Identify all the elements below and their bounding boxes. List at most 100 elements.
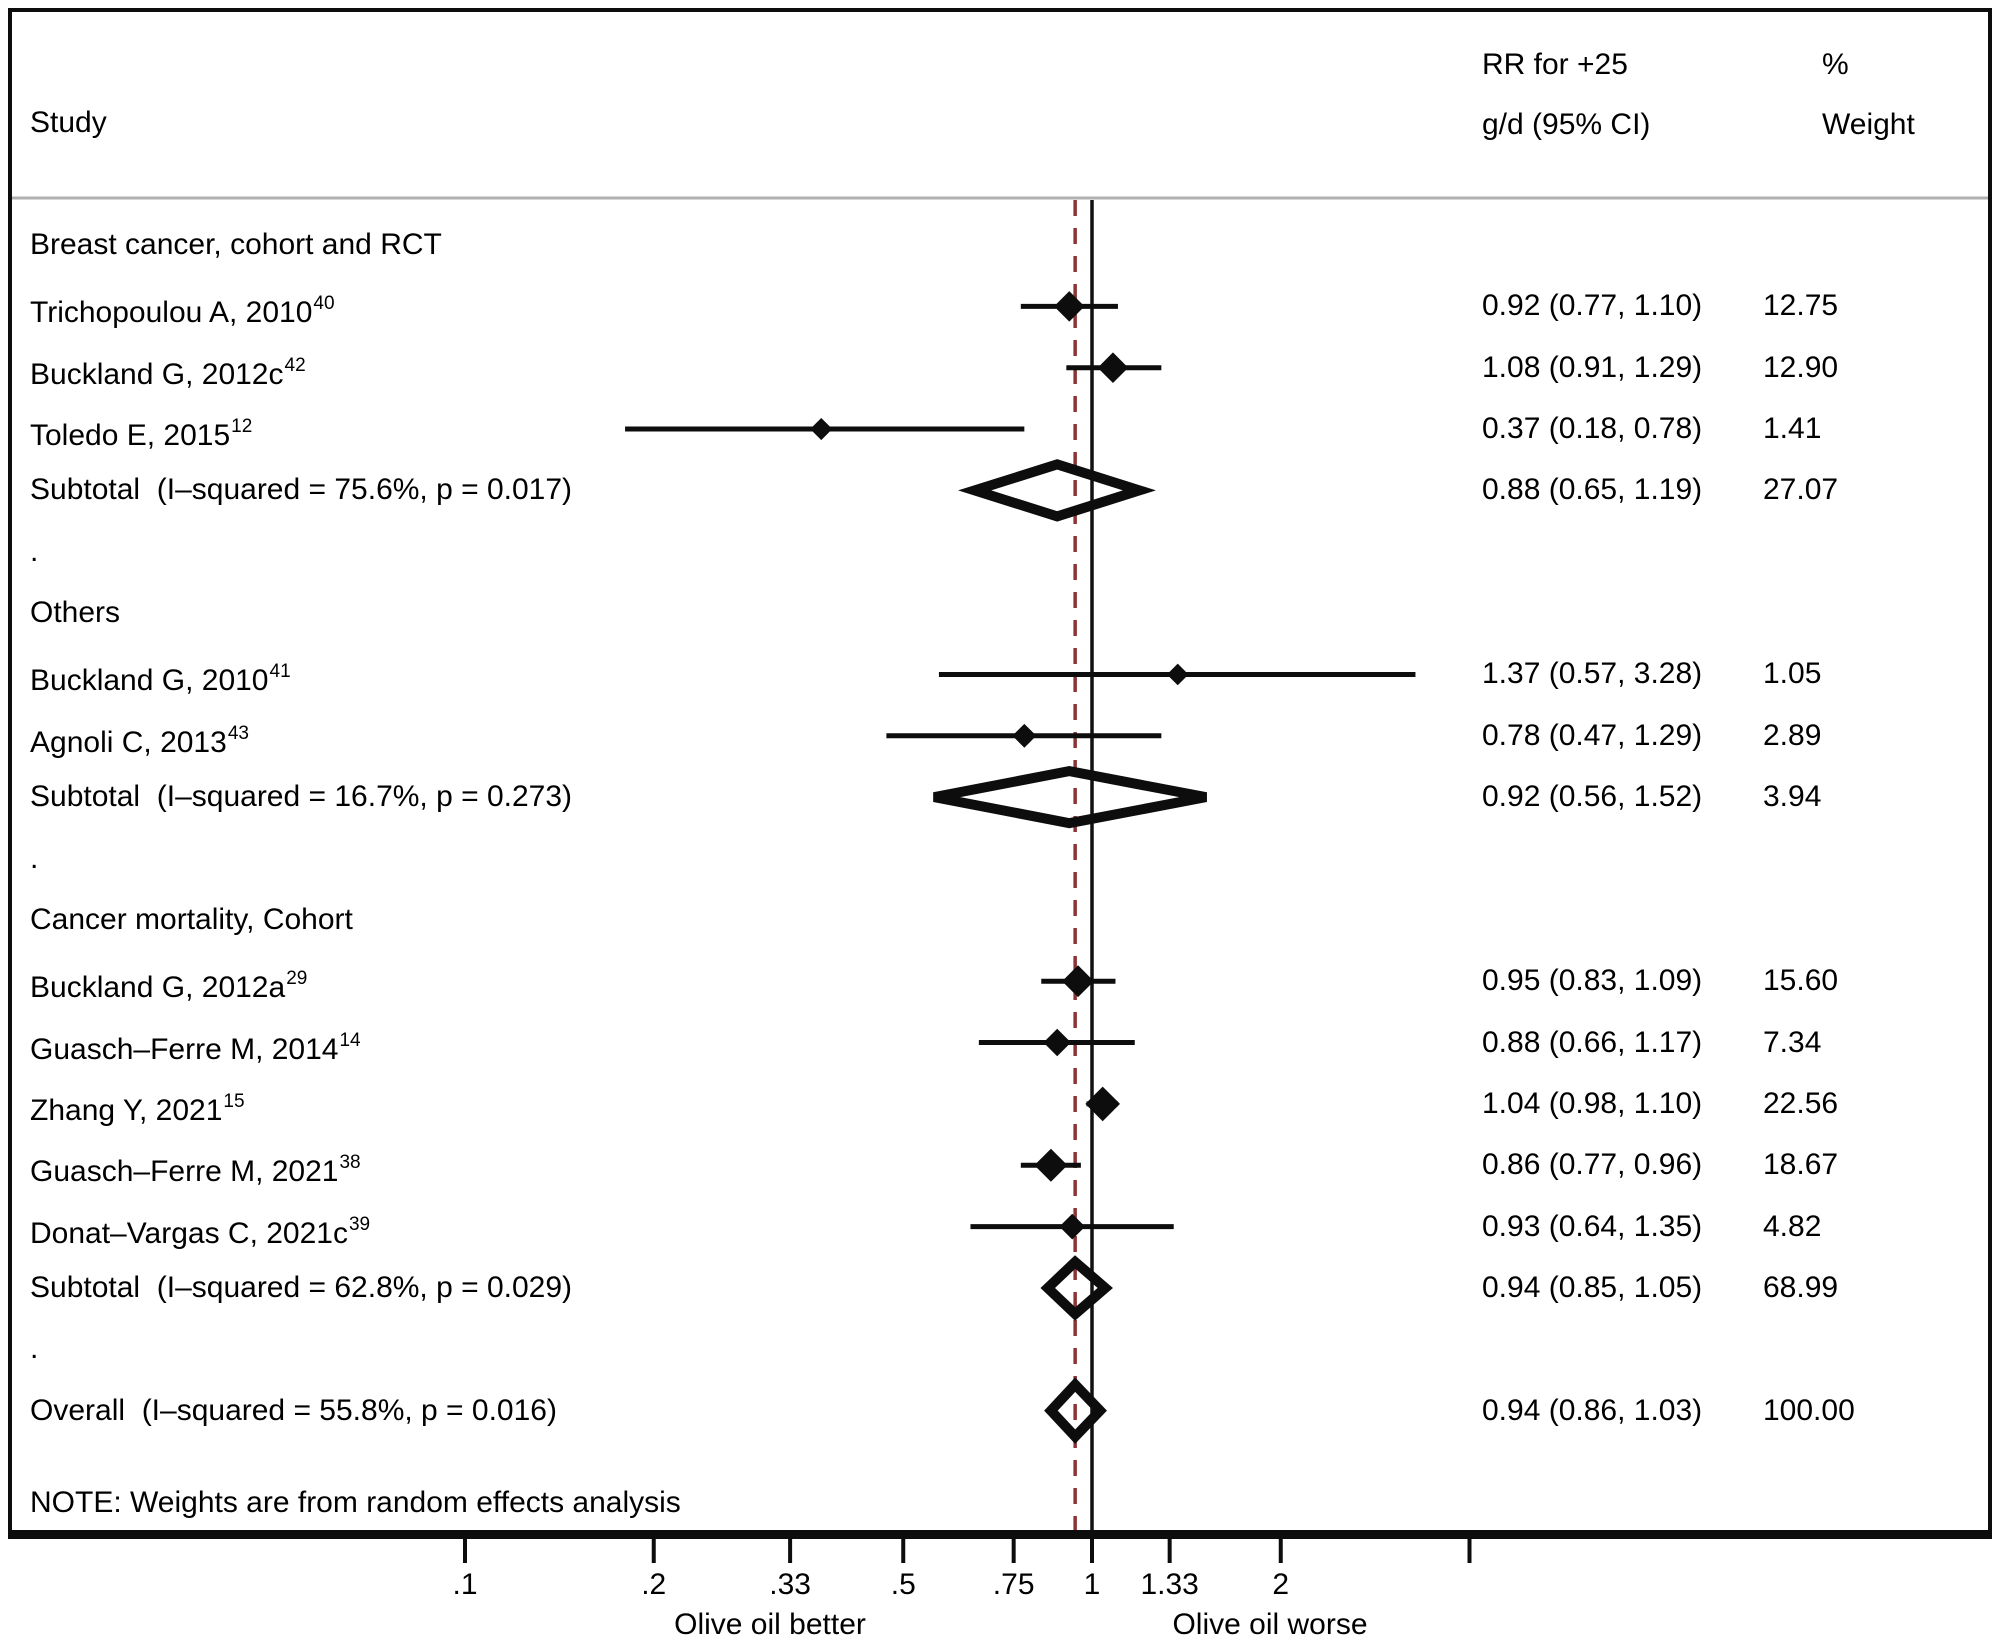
rr-ci-value: 0.92 (0.77, 1.10) [1482, 289, 1703, 323]
weight-value: 27.07 [1763, 473, 1839, 507]
weight-column-header-line2: Weight [1822, 108, 1915, 141]
study-label-text: Zhang Y, 2021 [30, 1093, 223, 1127]
weight-value: 12.75 [1763, 289, 1839, 323]
study-label-text: Buckland G, 2010 [30, 664, 269, 698]
rr-ci-value: 0.37 (0.18, 0.78) [1482, 412, 1703, 446]
estimate-diamond [1054, 291, 1085, 322]
axis-tick-label: .2 [641, 1568, 667, 1601]
rr-ci-value: 0.95 (0.83, 1.09) [1482, 964, 1703, 998]
reference-superscript: 15 [223, 1090, 245, 1112]
axis-direction-right-label: Olive oil worse [1172, 1608, 1368, 1641]
estimate-diamond [1059, 1213, 1086, 1240]
reference-superscript: 43 [227, 722, 249, 744]
weight-value: 2.89 [1763, 718, 1822, 752]
reference-superscript: 39 [348, 1213, 371, 1235]
group-header-label: Breast cancer, cohort and RCT [30, 228, 442, 261]
axis-tick-label: .1 [452, 1568, 478, 1601]
overall-pooled-diamond [1044, 1377, 1107, 1444]
spacer-dot: . [30, 841, 39, 875]
rr-ci-value: 0.78 (0.47, 1.29) [1482, 718, 1703, 752]
rr-ci-value: 0.94 (0.86, 1.03) [1482, 1393, 1703, 1427]
reference-superscript: 41 [269, 661, 291, 683]
study-label: Trichopoulou A, 201040 [30, 287, 335, 332]
estimate-diamond [1097, 352, 1129, 383]
estimate-diamond [1062, 965, 1094, 998]
rr-ci-value: 0.92 (0.56, 1.52) [1482, 780, 1703, 814]
study-label: Buckland G, 2012a29 [30, 962, 307, 1007]
weight-value: 1.05 [1763, 657, 1822, 691]
study-label: Subtotal (I–squared = 16.7%, p = 0.273) [30, 780, 573, 814]
rr-ci-value: 0.88 (0.66, 1.17) [1482, 1025, 1703, 1059]
axis-tick-label: 1.33 [1140, 1568, 1199, 1601]
rr-ci-value: 0.93 (0.64, 1.35) [1482, 1209, 1703, 1243]
study-label: Zhang Y, 202115 [30, 1085, 245, 1130]
estimate-diamond [1043, 1028, 1071, 1057]
study-label: Agnoli C, 201343 [30, 717, 249, 762]
spacer-dot: . [30, 534, 39, 568]
reference-superscript: 40 [313, 293, 335, 315]
axis-tick-label: .75 [992, 1568, 1035, 1601]
weight-value: 7.34 [1763, 1025, 1822, 1059]
estimate-diamond [1085, 1086, 1120, 1122]
study-label: Subtotal (I–squared = 75.6%, p = 0.017) [30, 473, 573, 507]
study-label-text: Guasch–Ferre M, 2014 [30, 1032, 339, 1066]
reference-superscript: 29 [286, 968, 308, 990]
subtotal-pooled-diamond [958, 459, 1156, 522]
weight-value: 1.41 [1763, 412, 1822, 446]
weight-value: 15.60 [1763, 964, 1839, 998]
weight-value: 68.99 [1763, 1270, 1839, 1304]
rr-column-header-line2: g/d (95% CI) [1482, 108, 1651, 141]
study-label-text: Buckland G, 2012c [30, 357, 284, 391]
rr-ci-value: 1.08 (0.91, 1.29) [1482, 350, 1703, 384]
rr-ci-value: 1.04 (0.98, 1.10) [1482, 1086, 1703, 1120]
study-label: Buckland G, 2012c42 [30, 349, 306, 394]
rr-ci-value: 1.37 (0.57, 3.28) [1482, 657, 1703, 691]
axis-direction-left-label: Olive oil better [674, 1608, 866, 1641]
study-label: Subtotal (I–squared = 62.8%, p = 0.029) [30, 1270, 573, 1304]
group-header-label: Cancer mortality, Cohort [30, 902, 353, 936]
study-column-header: Study [30, 106, 107, 139]
study-label: Guasch–Ferre M, 202138 [30, 1146, 361, 1191]
spacer-dot: . [30, 1332, 39, 1366]
axis-tick-label: .33 [769, 1568, 811, 1601]
estimate-diamond [1034, 1148, 1068, 1182]
study-label: Buckland G, 201041 [30, 655, 291, 700]
weight-value: 4.82 [1763, 1209, 1822, 1243]
axis-tick-label: 2 [1272, 1568, 1290, 1601]
rr-ci-value: 0.86 (0.77, 0.96) [1482, 1148, 1703, 1182]
reference-superscript: 14 [339, 1029, 361, 1051]
weight-value: 100.00 [1763, 1393, 1855, 1427]
rr-ci-value: 0.94 (0.85, 1.05) [1482, 1270, 1703, 1304]
weight-value: 22.56 [1763, 1086, 1839, 1120]
study-label: Donat–Vargas C, 2021c39 [30, 1208, 370, 1253]
x-axis-bar [8, 1530, 1992, 1539]
study-label-text: Buckland G, 2012a [30, 971, 286, 1005]
study-label: Guasch–Ferre M, 201414 [30, 1024, 361, 1069]
study-label-text: Donat–Vargas C, 2021c [30, 1216, 348, 1250]
study-label-text: Agnoli C, 2013 [30, 725, 227, 759]
weight-value: 18.67 [1763, 1148, 1839, 1182]
subtotal-pooled-diamond [933, 766, 1207, 829]
study-label: Overall (I–squared = 55.8%, p = 0.016) [30, 1393, 557, 1427]
study-label-text: Toledo E, 2015 [30, 419, 231, 453]
weight-value: 12.90 [1763, 350, 1839, 384]
subtotal-pooled-diamond [1040, 1255, 1113, 1321]
study-label: Toledo E, 201512 [30, 410, 252, 455]
study-label-text: Trichopoulou A, 2010 [30, 296, 313, 330]
reference-superscript: 38 [339, 1152, 361, 1174]
rr-column-header-line1: RR for +25 [1482, 48, 1628, 81]
estimate-diamond [1166, 663, 1189, 686]
study-label-text: Guasch–Ferre M, 2021 [30, 1155, 339, 1189]
axis-tick-label: .5 [890, 1568, 916, 1601]
estimate-diamond [1012, 723, 1037, 748]
estimate-diamond [810, 417, 833, 441]
reference-superscript: 42 [284, 354, 306, 376]
axis-tick-label: 1 [1083, 1568, 1101, 1601]
weight-column-header-line1: % [1822, 48, 1849, 81]
rr-ci-value: 0.88 (0.65, 1.19) [1482, 473, 1703, 507]
reference-superscript: 12 [231, 416, 253, 438]
group-header-label: Others [30, 596, 121, 630]
random-effects-note: NOTE: Weights are from random effects an… [30, 1486, 681, 1519]
